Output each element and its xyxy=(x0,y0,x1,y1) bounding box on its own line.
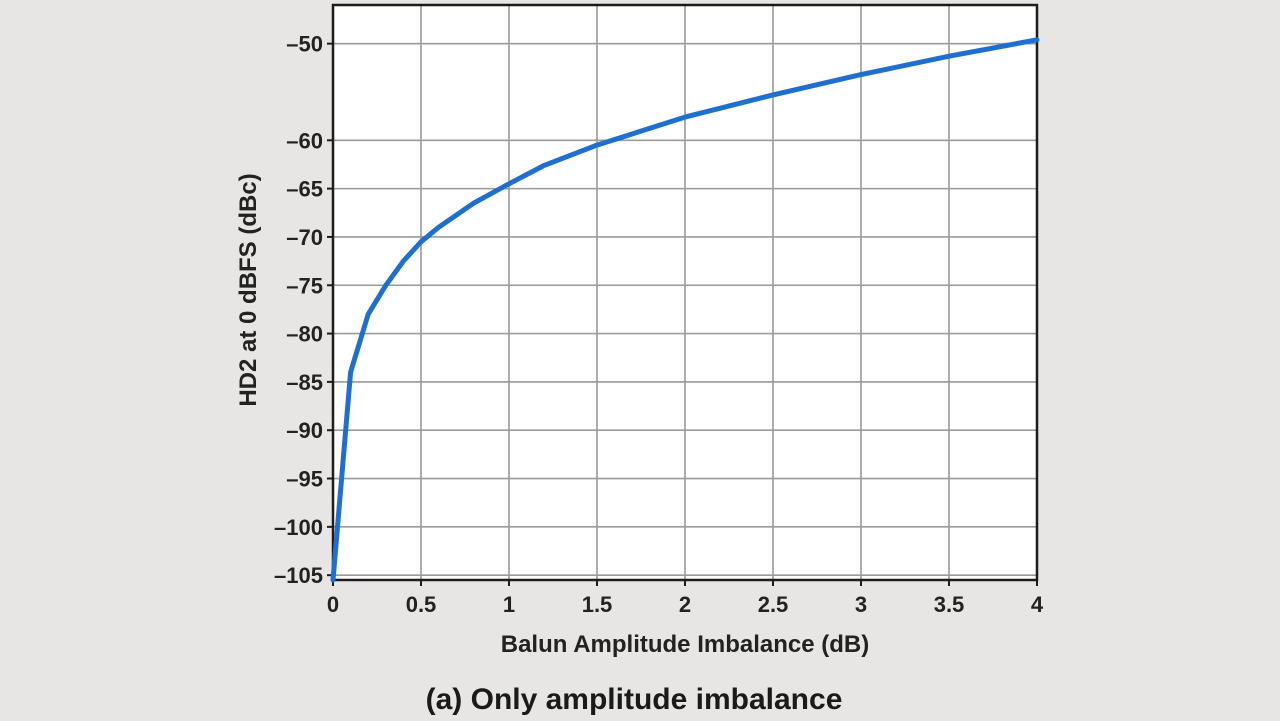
x-tick-label: 4 xyxy=(1031,592,1044,617)
y-tick-label: –60 xyxy=(286,128,323,153)
y-tick-label: –105 xyxy=(274,563,323,588)
y-tick-label: –80 xyxy=(286,322,323,347)
y-tick-label: –75 xyxy=(286,273,323,298)
x-tick-label: 1 xyxy=(503,592,515,617)
y-tick-labels: –50 –60 –65 –70 –75 –80 –85 –90 –95 –100 –105 xyxy=(274,32,323,589)
y-tick-label: –70 xyxy=(286,225,323,250)
x-tick-label: 2 xyxy=(679,592,691,617)
y-tick-label: –100 xyxy=(274,515,323,540)
y-tick-label: –90 xyxy=(286,418,323,443)
y-tick-label: –85 xyxy=(286,370,323,395)
x-tick-label: 0 xyxy=(327,592,339,617)
x-tick-label: 1.5 xyxy=(582,592,613,617)
y-tick-label: –95 xyxy=(286,467,323,492)
x-tick-label: 3 xyxy=(855,592,867,617)
x-tick-label: 2.5 xyxy=(758,592,789,617)
chart-caption: (a) Only amplitude imbalance xyxy=(426,683,843,716)
x-tick-label: 3.5 xyxy=(934,592,965,617)
y-axis-label: HD2 at 0 dBFS (dBc) xyxy=(235,173,262,406)
x-axis-label: Balun Amplitude Imbalance (dB) xyxy=(501,631,869,658)
y-tick-label: –50 xyxy=(286,32,323,57)
y-tick-label: –65 xyxy=(286,177,323,202)
x-tick-label: 0.5 xyxy=(406,592,437,617)
series-line xyxy=(330,37,1040,583)
series-group xyxy=(330,37,1040,583)
plot-frame xyxy=(331,3,1039,582)
x-tick-labels: 0 0.5 1 1.5 2 2.5 3 3.5 4 xyxy=(327,592,1044,617)
